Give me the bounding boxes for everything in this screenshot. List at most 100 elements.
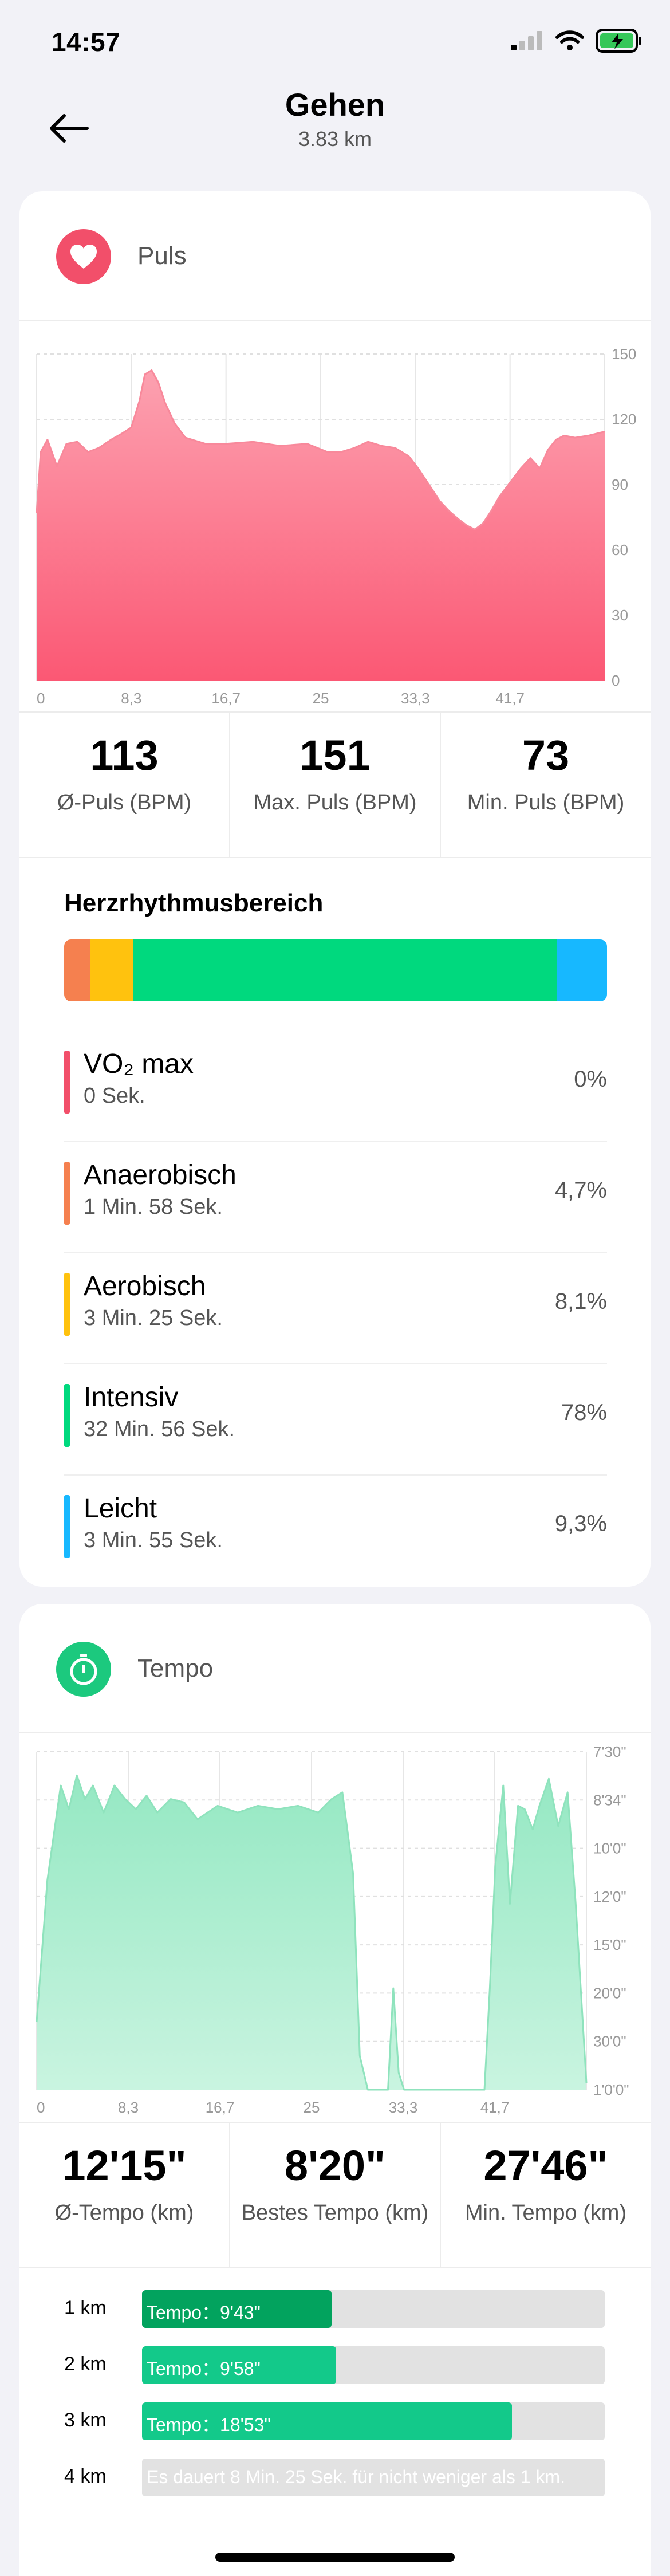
zone-name: VO₂ max: [84, 1049, 194, 1079]
zone-name: Leicht: [84, 1493, 157, 1524]
y-tick-label: 1'0'0": [593, 2081, 629, 2098]
km-split-text: Tempo：18'53": [147, 2414, 271, 2435]
zone-row-light: Leicht 3 Min. 55 Sek. 9,3%: [64, 1476, 607, 1587]
y-tick-label: 150: [612, 345, 636, 363]
y-tick-label: 12'0": [593, 1888, 626, 1905]
series-line: [36, 369, 605, 530]
km-split-track: Tempo：9'58": [142, 2346, 605, 2384]
min-tempo-stat: 27'46" Min. Tempo (km): [440, 2123, 651, 2267]
zone-percentage: 4,7%: [554, 1178, 607, 1203]
y-tick-label: 8'34": [593, 1791, 626, 1808]
zone-time: 3 Min. 25 Sek.: [84, 1306, 223, 1330]
x-tick-label: 8,3: [121, 690, 141, 707]
max-pulse-stat: 151 Max. Puls (BPM): [229, 713, 440, 857]
zone-color-stripe: [64, 1495, 70, 1558]
y-tick-label: 7'30": [593, 1743, 626, 1760]
km-split-track: Es dauert 8 Min. 25 Sek. für nicht wenig…: [142, 2459, 605, 2496]
km-split-text: Es dauert 8 Min. 25 Sek. für nicht wenig…: [147, 2467, 565, 2487]
tempo-card: Tempo 0 8,3 16,7 25 33,3 41,7 7'30" 8'34" 10'0" 1…: [19, 1604, 651, 2576]
x-tick-label: 0: [37, 2099, 45, 2116]
wifi-icon: [555, 30, 584, 50]
arrow-left-icon: [50, 114, 89, 143]
y-tick-label: 30'0": [593, 2033, 626, 2050]
zone-bar-segment: [556, 939, 607, 1001]
zone-name: Anaerobisch: [84, 1160, 237, 1190]
km-split-label: 2 km: [64, 2353, 107, 2375]
stat-value: 27'46": [483, 2142, 608, 2189]
battery-charging-icon: [596, 29, 641, 53]
x-tick-label: 41,7: [495, 690, 525, 707]
avg-pulse-stat: 113 Ø-Puls (BPM): [19, 713, 229, 857]
stat-label: Min. Tempo (km): [464, 2201, 627, 2225]
zone-name: Intensiv: [84, 1382, 179, 1413]
series-area: [37, 370, 605, 681]
y-tick-label: 20'0": [593, 1984, 626, 2001]
zone-heading: Herzrhythmusbereich: [64, 889, 324, 917]
km-split-row: 2 km Tempo：9'58": [19, 2346, 651, 2384]
y-tick-label: 120: [612, 411, 636, 428]
status-time: 14:57: [52, 27, 121, 57]
km-split-text: Tempo：9'58": [147, 2358, 261, 2379]
y-tick-label: 60: [612, 541, 628, 559]
zone-color-stripe: [64, 1273, 70, 1336]
x-tick-label: 33,3: [401, 690, 430, 707]
avg-tempo-stat: 12'15" Ø-Tempo (km): [19, 2123, 229, 2267]
y-tick-label: 90: [612, 476, 628, 493]
heart-icon: [56, 229, 111, 284]
back-button[interactable]: [46, 105, 92, 151]
zone-time: 3 Min. 55 Sek.: [84, 1528, 223, 1552]
km-split-fill: [142, 2346, 337, 2384]
stat-label: Ø-Puls (BPM): [57, 791, 192, 815]
tempo-chart-svg: 0 8,3 16,7 25 33,3 41,7 7'30" 8'34" 10'0" 12'0" 15…: [36, 1743, 629, 2116]
min-pulse-stat: 73 Min. Puls (BPM): [440, 713, 651, 857]
pulse-card-title: Puls: [137, 242, 187, 270]
stat-label: Min. Puls (BPM): [467, 791, 625, 815]
stat-value: 8'20": [284, 2142, 386, 2189]
tempo-card-header: Tempo: [19, 1604, 651, 1733]
y-tick-label: 30: [612, 607, 628, 624]
km-split-track: Tempo：18'53": [142, 2402, 605, 2440]
series-area: [37, 1775, 586, 2090]
pulse-stats: 113 Ø-Puls (BPM) 151 Max. Puls (BPM) 73 …: [19, 711, 651, 858]
pulse-card: Puls 0 8,3 16,7 25 33,3 41,7 150 120 90 60 30 0 113…: [19, 191, 651, 1587]
zone-row-aerobic: Aerobisch 3 Min. 25 Sek. 8,1%: [64, 1253, 607, 1364]
km-split-fill: [142, 2290, 332, 2328]
km-split-row: 4 km Es dauert 8 Min. 25 Sek. für nicht …: [19, 2459, 651, 2496]
stopwatch-icon: [56, 1642, 111, 1697]
zone-percentage: 9,3%: [554, 1511, 607, 1536]
km-split-track: Tempo：9'43": [142, 2290, 605, 2328]
zone-bar-segment: [133, 939, 557, 1001]
x-tick-label: 25: [313, 690, 329, 707]
zone-bar-segment: [64, 939, 90, 1001]
home-indicator[interactable]: [215, 2553, 455, 2562]
stat-label: Ø-Tempo (km): [54, 2201, 194, 2225]
stat-label: Max. Puls (BPM): [253, 791, 417, 815]
pulse-card-header: Puls: [19, 191, 651, 321]
zone-percentage: 8,1%: [554, 1289, 607, 1314]
tempo-chart: 0 8,3 16,7 25 33,3 41,7 7'30" 8'34" 10'0" 12'0" 15…: [19, 1735, 651, 2122]
y-tick-label: 10'0": [593, 1840, 626, 1857]
km-split-fill: [142, 2402, 513, 2440]
zone-time: 0 Sek.: [84, 1084, 145, 1108]
zone-name: Aerobisch: [84, 1271, 206, 1301]
x-tick-label: 8,3: [118, 2099, 139, 2116]
stat-value: 151: [299, 731, 371, 779]
zone-list: VO₂ max 0 Sek. 0% Anaerobisch 1 Min. 58 …: [64, 1031, 607, 1587]
page-title: Gehen: [285, 86, 385, 123]
navigation-bar: Gehen 3.83 km: [0, 86, 670, 160]
x-tick-label: 0: [37, 690, 45, 707]
x-tick-label: 25: [304, 2099, 320, 2116]
zone-time: 32 Min. 56 Sek.: [84, 1417, 235, 1441]
x-tick-label: 41,7: [480, 2099, 510, 2116]
series-line: [36, 1774, 588, 2091]
zone-row-vo2max: VO₂ max 0 Sek. 0%: [64, 1031, 607, 1142]
x-tick-label: 16,7: [211, 690, 241, 707]
status-icons: [511, 29, 643, 53]
zone-color-stripe: [64, 1051, 70, 1114]
zone-row-anaerobic: Anaerobisch 1 Min. 58 Sek. 4,7%: [64, 1142, 607, 1253]
km-split-row: 1 km Tempo：9'43": [19, 2290, 651, 2328]
zone-color-stripe: [64, 1384, 70, 1447]
best-tempo-stat: 8'20" Bestes Tempo (km): [229, 2123, 440, 2267]
stat-label: Bestes Tempo (km): [241, 2201, 429, 2225]
zone-row-intensive: Intensiv 32 Min. 56 Sek. 78%: [64, 1364, 607, 1476]
